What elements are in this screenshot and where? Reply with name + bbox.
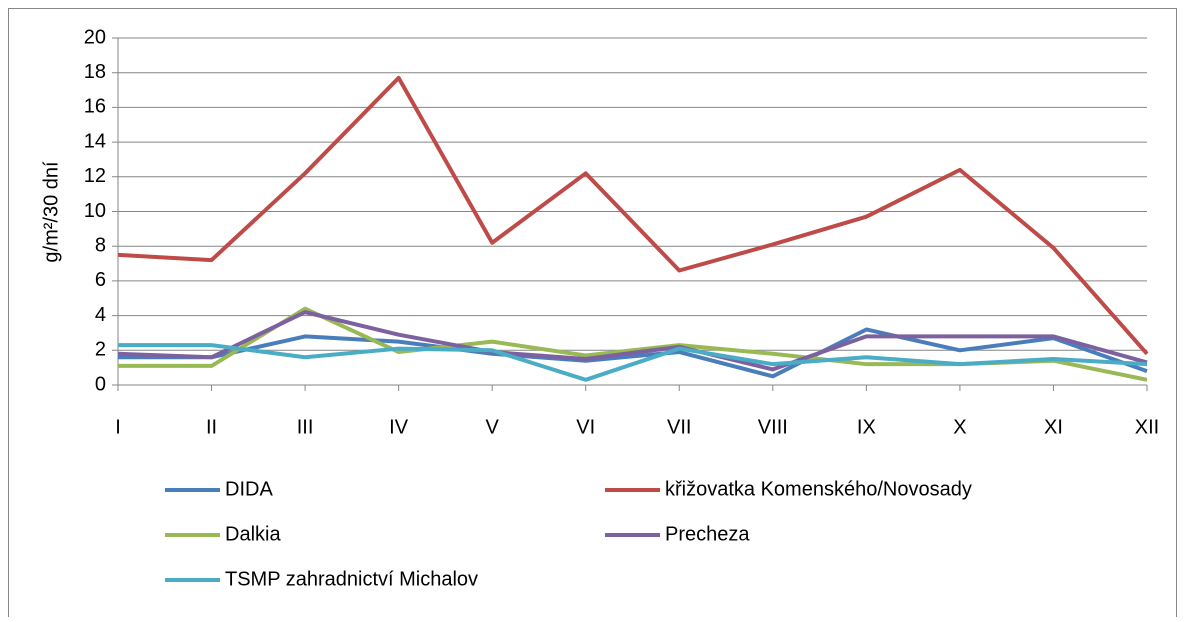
x-tick-label: II bbox=[206, 416, 217, 438]
y-tick-label: 8 bbox=[95, 234, 106, 256]
x-tick-label: VII bbox=[667, 416, 691, 438]
x-tick-label: I bbox=[115, 416, 121, 438]
x-tick-label: IX bbox=[857, 416, 876, 438]
x-tick-label: XI bbox=[1044, 416, 1063, 438]
x-tick-label: V bbox=[486, 416, 500, 438]
series-line bbox=[117, 310, 1148, 372]
y-tick-label: 4 bbox=[95, 304, 106, 326]
x-tick-label: VIII bbox=[758, 416, 788, 438]
y-tick-label: 14 bbox=[84, 130, 106, 152]
chart-frame bbox=[8, 8, 1177, 622]
y-tick-label: 2 bbox=[95, 339, 106, 361]
y-axis-label: g/m²/30 dní bbox=[40, 161, 62, 263]
x-tick-label: VI bbox=[576, 416, 595, 438]
series-line bbox=[117, 75, 1149, 356]
x-tick-label: IV bbox=[389, 416, 409, 438]
y-tick-label: 10 bbox=[84, 200, 106, 222]
legend-label: TSMP zahradnictví Michalov bbox=[225, 568, 478, 590]
legend-label: DIDA bbox=[225, 478, 273, 500]
x-tick-label: X bbox=[953, 416, 966, 438]
legend-label: křižovatka Komenského/Novosady bbox=[665, 478, 972, 500]
y-tick-label: 18 bbox=[84, 61, 106, 83]
legend-label: Precheza bbox=[665, 523, 750, 545]
series-line bbox=[118, 343, 1148, 382]
y-tick-label: 6 bbox=[95, 269, 106, 291]
legend-label: Dalkia bbox=[225, 523, 281, 545]
y-tick-label: 20 bbox=[84, 26, 106, 48]
y-tick-label: 12 bbox=[84, 165, 106, 187]
y-tick-label: 0 bbox=[95, 373, 106, 395]
x-tick-label: III bbox=[297, 416, 314, 438]
y-tick-label: 16 bbox=[84, 96, 106, 118]
x-tick-label: XII bbox=[1135, 416, 1159, 438]
series-line bbox=[118, 327, 1148, 379]
